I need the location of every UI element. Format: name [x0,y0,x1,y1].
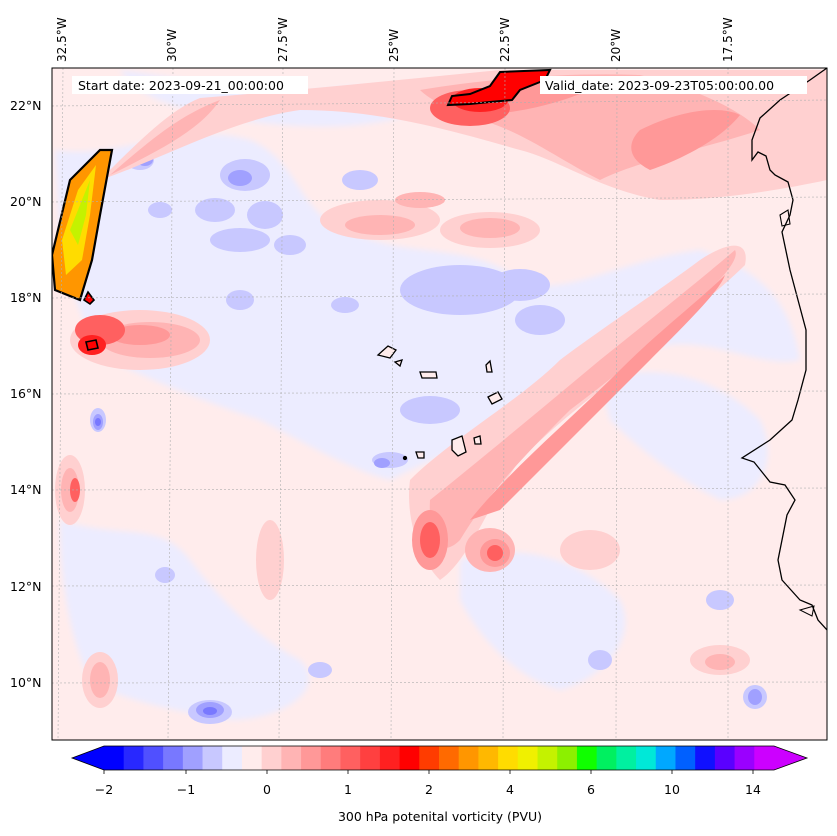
colorbar-swatch [399,746,420,770]
lat-label: 22°N [10,98,42,113]
colorbar-swatch [498,746,519,770]
lon-label: 17.5°W [721,17,735,62]
lon-label: 22.5°W [498,17,512,62]
colorbar-swatch [241,746,263,770]
colorbar-swatch [340,746,361,770]
colorbar-swatch [163,746,184,770]
colorbar-swatch [202,746,223,770]
colorbar-tick: 14 [745,782,761,797]
colorbar-swatch [104,746,125,770]
valid-date-label: Valid_date: 2023-09-23T05:00:00.00 [545,78,775,93]
colorbar-swatch [675,746,696,770]
colorbar-over-arrow [774,746,807,770]
lon-label: 30°W [165,28,179,62]
colorbar-swatch [734,746,755,770]
coastline [740,68,827,631]
lon-label: 32.5°W [55,17,69,62]
colorbar-swatch [714,746,736,770]
colorbar-tick: 1 [344,782,352,797]
cape-verde-islands [376,345,503,461]
lon-label: 20°W [609,28,623,62]
graticule [52,68,827,740]
colorbar-swatch [182,746,204,770]
colorbar-tick: −2 [94,782,114,797]
colorbar-tick: −1 [176,782,196,797]
lat-label: 18°N [10,290,42,305]
lat-label: 16°N [10,386,42,401]
colorbar-swatch [754,746,775,770]
colorbar-under-arrow [72,746,104,770]
colorbar-swatch [261,746,282,770]
start-date-box [72,76,308,94]
lat-label: 14°N [10,482,42,497]
colorbar-swatch [695,746,716,770]
colorbar-swatch [576,746,598,770]
colorbar [70,745,809,774]
lon-label: 25°W [387,28,401,62]
colorbar-swatch [123,746,144,770]
colorbar-swatch [439,746,460,770]
colorbar-tick: 0 [263,782,271,797]
start-date-label: Start date: 2023-09-21_00:00:00 [78,78,284,93]
colorbar-swatch [616,746,637,770]
pv-field [52,68,827,740]
colorbar-label: 300 hPa potenital vorticity (PVU) [337,809,543,824]
colorbar-swatch [301,746,322,770]
valid-date-box [540,76,807,94]
colorbar-swatch [379,746,401,770]
colorbar-tick: 4 [506,782,514,797]
colorbar-swatch [419,746,440,770]
lat-label: 20°N [10,194,42,209]
colorbar-swatch [360,746,381,770]
map-frame [51,67,828,741]
colorbar-swatch [557,746,578,770]
colorbar-tick: 2 [425,782,433,797]
colorbar-swatch [143,746,164,770]
colorbar-swatch [281,746,302,770]
colorbar-swatch [478,746,499,770]
colorbar-swatch [320,746,341,770]
colorbar-tick: 6 [587,782,595,797]
colorbar-swatch [655,746,676,770]
colorbar-swatch [222,746,243,770]
lat-label: 10°N [10,675,42,690]
lon-label: 27.5°W [276,17,290,62]
lat-label: 12°N [10,579,42,594]
colorbar-swatch [517,746,539,770]
colorbar-swatch [636,746,657,770]
colorbar-swatch [596,746,617,770]
colorbar-tick: 10 [664,782,680,797]
colorbar-swatch [458,746,479,770]
colorbar-swatch [537,746,558,770]
